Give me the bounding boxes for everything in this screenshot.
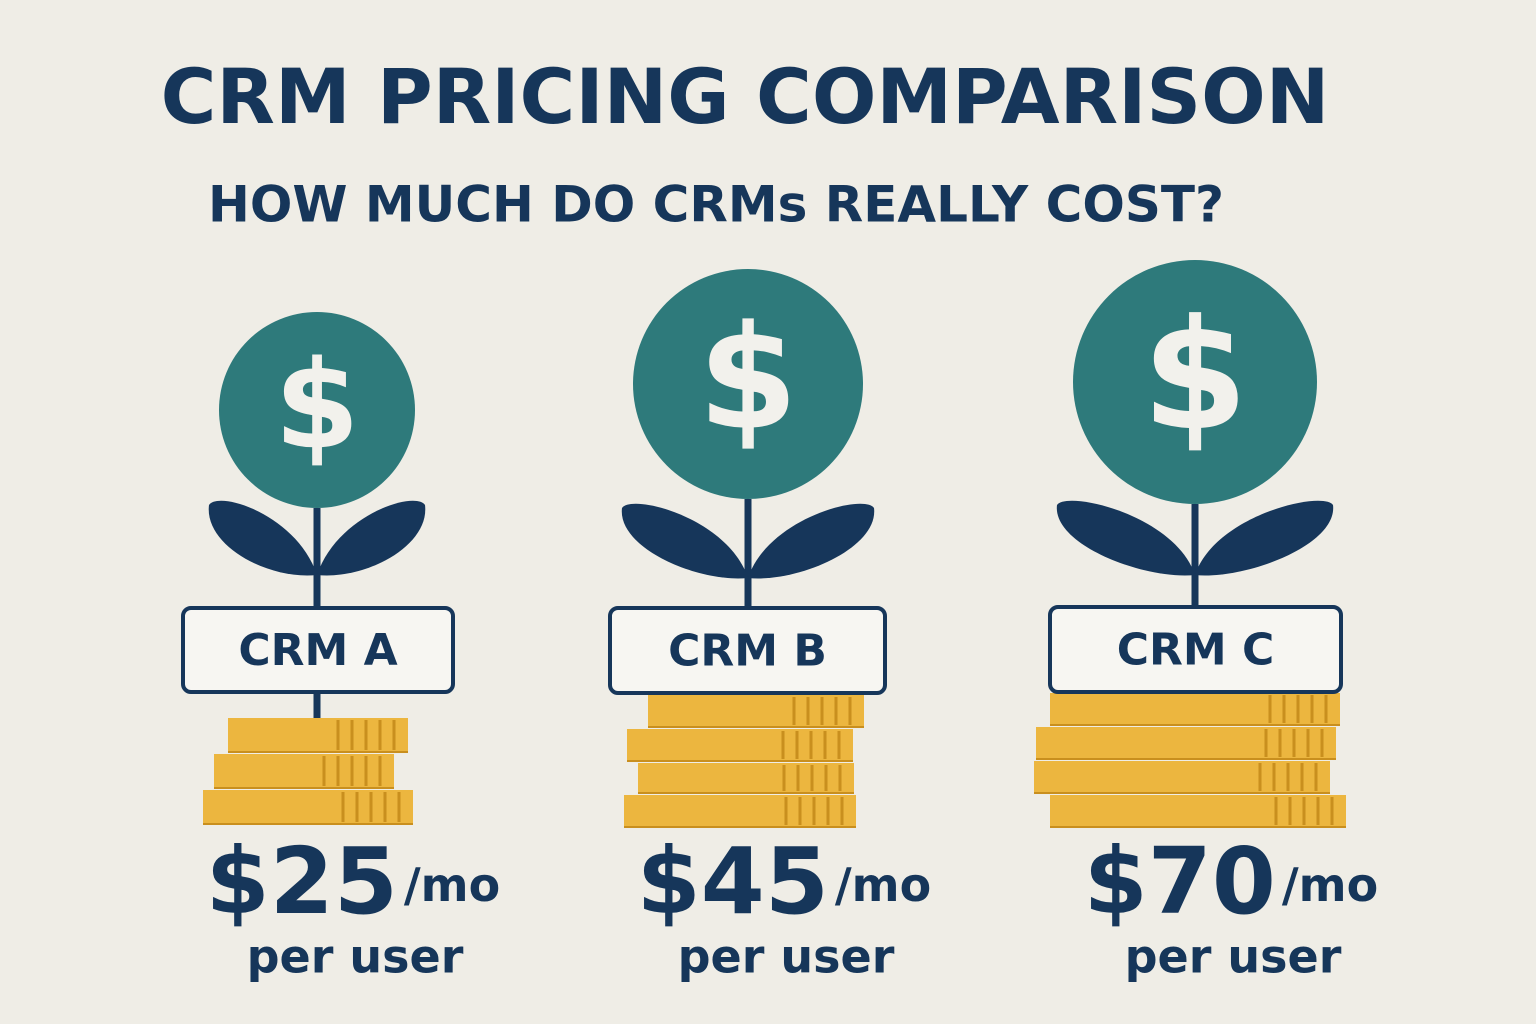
coin [624, 795, 856, 827]
coin [648, 695, 864, 727]
coin [627, 729, 853, 761]
subtitle: HOW MUCH DO CRMs REALLY COST? [208, 176, 1224, 234]
coin [638, 763, 854, 793]
price: $25 [206, 828, 398, 935]
leaf [748, 503, 875, 579]
leaf [317, 500, 426, 576]
title: CRM PRICING COMPARISON [161, 52, 1330, 141]
period: /mo [1282, 858, 1378, 912]
dollar-icon: $ [1142, 286, 1248, 464]
leaf [208, 500, 317, 576]
per-user: per user [1125, 930, 1342, 984]
name-box [181, 606, 455, 694]
coin [1050, 693, 1340, 725]
coin [203, 790, 413, 824]
period: /mo [404, 858, 500, 912]
leaf [1195, 500, 1334, 576]
coin [228, 718, 408, 752]
price-line: $25/mo [206, 828, 500, 935]
coin [1034, 761, 1330, 793]
per-user: per user [247, 930, 464, 984]
name-box [1048, 605, 1343, 694]
coin [1050, 795, 1346, 827]
plan-name: CRM C [1117, 625, 1275, 676]
price: $70 [1084, 828, 1276, 935]
per-user: per user [678, 930, 895, 984]
coin [214, 754, 394, 788]
price: $45 [637, 828, 829, 935]
name-box [608, 606, 887, 695]
price-line: $45/mo [637, 828, 931, 935]
coin-flower [1073, 260, 1317, 504]
price-line: $70/mo [1084, 828, 1378, 935]
dollar-icon: $ [274, 334, 359, 477]
period: /mo [835, 858, 931, 912]
plan-name: CRM B [668, 626, 827, 677]
coin [1036, 727, 1336, 759]
plan-name: CRM A [238, 625, 397, 676]
coin-flower [219, 312, 415, 508]
leaf [621, 503, 748, 579]
leaf [1056, 500, 1195, 576]
dollar-icon: $ [698, 295, 798, 462]
coin-flower [633, 269, 863, 499]
